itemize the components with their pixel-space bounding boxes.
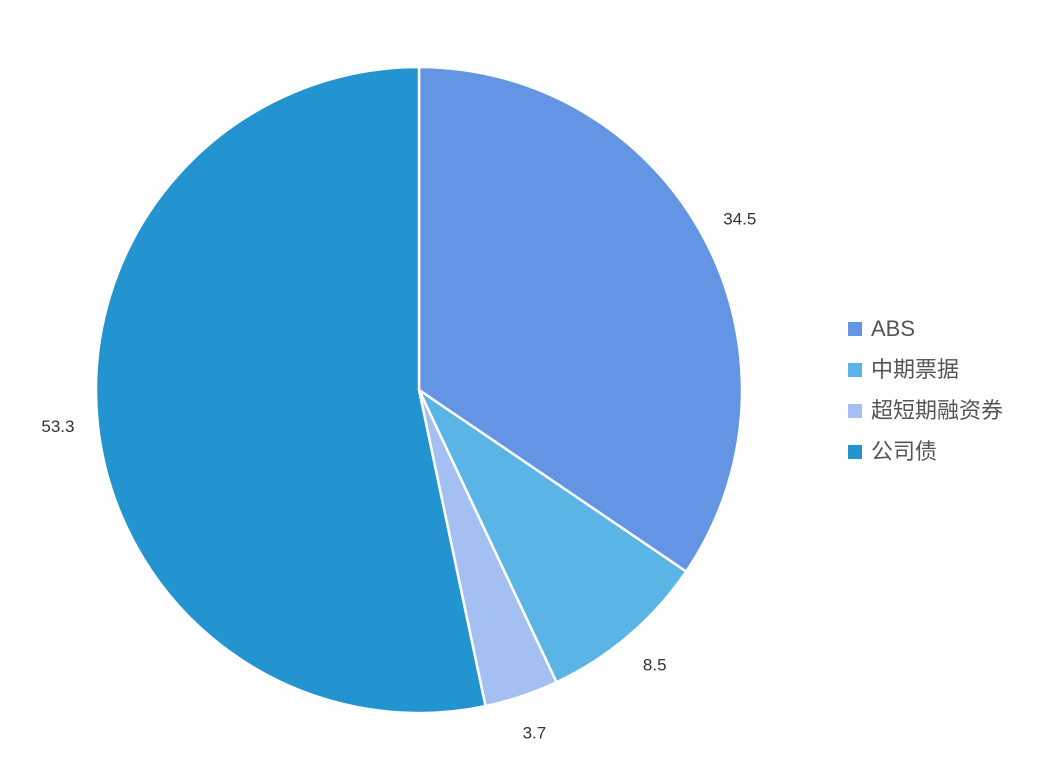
pie-slice — [417, 65, 744, 574]
pie-slice — [94, 65, 487, 715]
data-label: 34.5 — [723, 210, 756, 229]
legend-label: 公司债 — [871, 439, 937, 464]
legend-label: ABS — [871, 316, 915, 341]
legend-swatch — [848, 404, 862, 418]
pie-slice — [415, 386, 688, 684]
data-label: 8.5 — [643, 656, 667, 675]
data-label: 3.7 — [523, 724, 547, 743]
legend-label: 中期票据 — [871, 357, 959, 382]
legend-swatch — [848, 445, 862, 459]
legend-label: 超短期融资券 — [871, 398, 1003, 423]
legend-swatch — [848, 322, 862, 336]
data-label: 53.3 — [41, 417, 74, 436]
legend-swatch — [848, 363, 862, 377]
